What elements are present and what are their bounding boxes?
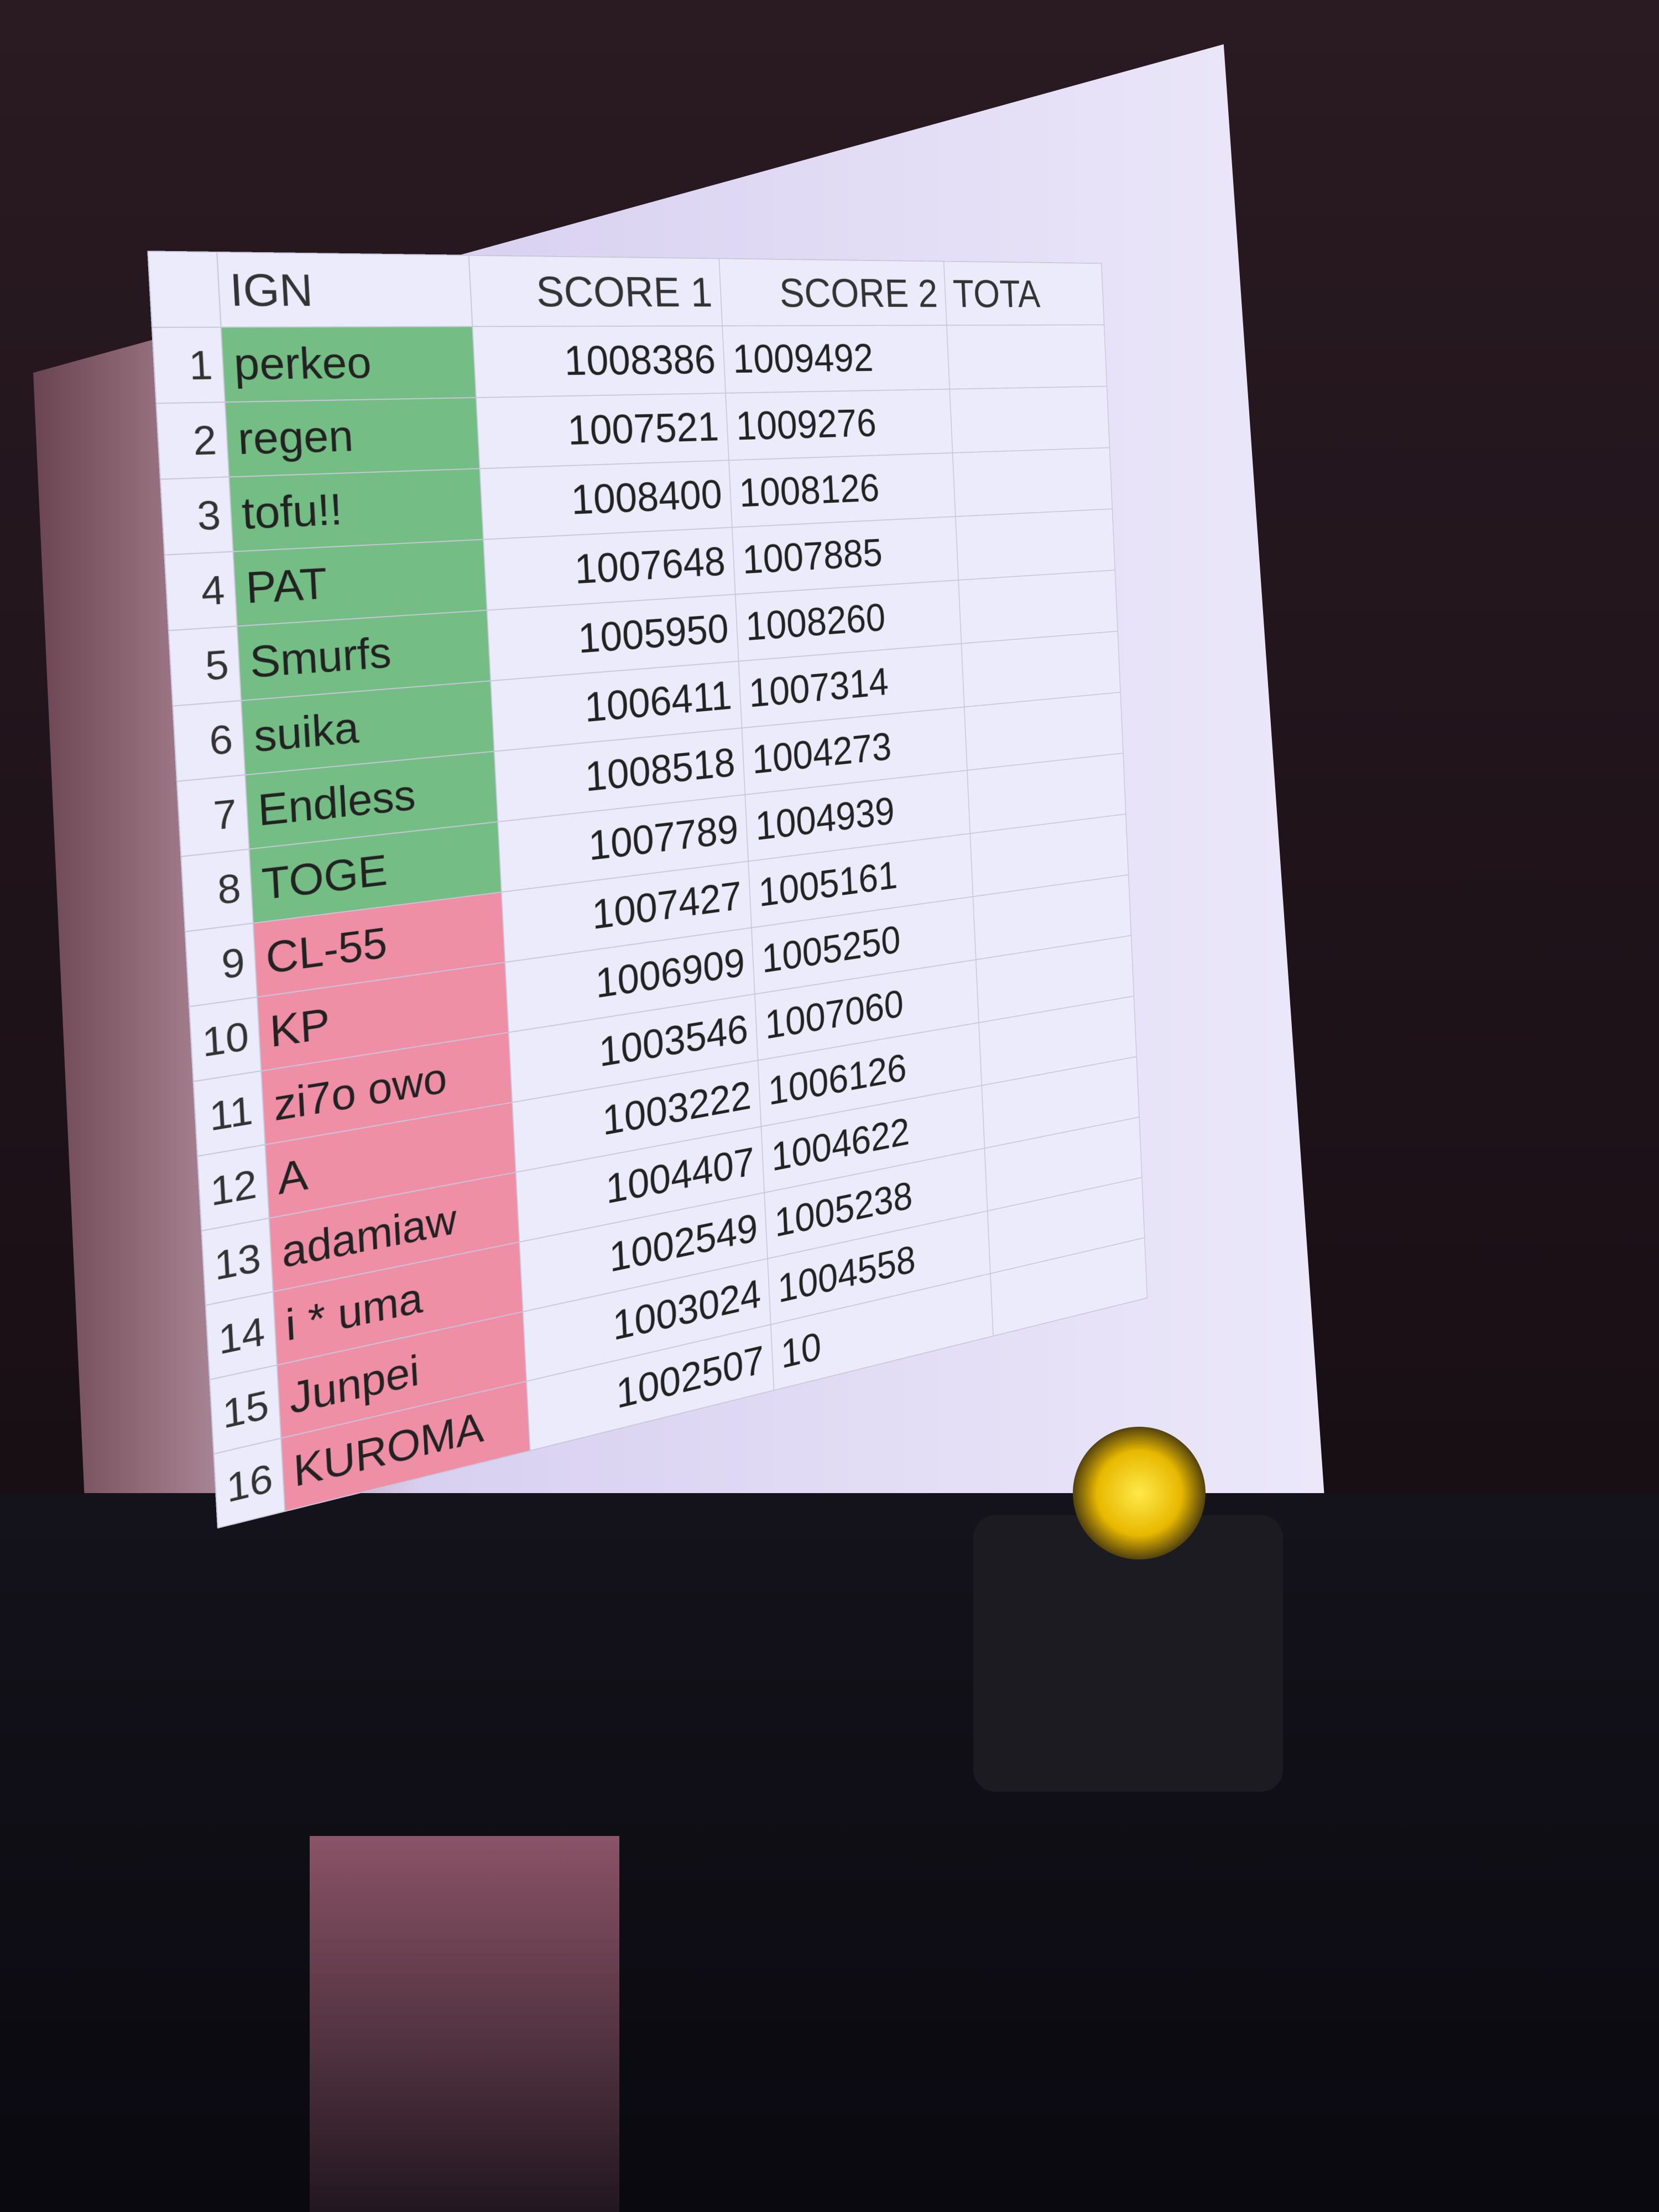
- rank-cell: 13: [201, 1218, 274, 1306]
- spreadsheet: IGN SCORE 1 SCORE 2 TOTA 1 perkeo 1008386 10094…: [147, 251, 1148, 1529]
- corner-cell: [148, 251, 221, 327]
- rank-cell: 8: [181, 849, 254, 932]
- ign-cell: tofu!!: [229, 468, 484, 552]
- total-cell: [952, 447, 1113, 517]
- total-cell: [947, 325, 1107, 389]
- stage-light: [973, 1427, 1283, 1814]
- spreadsheet-wrap: IGN SCORE 1 SCORE 2 TOTA 1 perkeo 1008386 10094…: [147, 251, 1302, 1534]
- header-cell: IGN: [217, 252, 473, 327]
- rank-cell: 16: [213, 1438, 285, 1528]
- light-lens: [1073, 1427, 1206, 1559]
- score-cell: 1007521: [476, 393, 729, 469]
- header-row: IGN SCORE 1 SCORE 2 TOTA: [148, 251, 1104, 327]
- score-cell: 1009492: [722, 325, 950, 393]
- rank-cell: 1: [152, 327, 226, 404]
- rank-cell: 4: [164, 551, 238, 631]
- score-cell: 1008386: [472, 326, 726, 398]
- score-cell: 1008400: [479, 460, 733, 540]
- rank-cell: 6: [173, 700, 246, 781]
- rank-cell: 7: [176, 775, 249, 857]
- header-cell: SCORE 2: [719, 258, 947, 326]
- total-cell: [950, 386, 1110, 453]
- floor-reflection: [310, 1836, 619, 2212]
- rank-cell: 11: [193, 1071, 265, 1156]
- rank-cell: 3: [160, 477, 233, 555]
- ign-cell: perkeo: [221, 326, 477, 403]
- rank-cell: 10: [189, 997, 262, 1082]
- ign-cell: regen: [225, 397, 480, 477]
- header-cell: TOTA: [943, 261, 1104, 326]
- header-cell: SCORE 1: [468, 255, 723, 327]
- light-body: [973, 1515, 1283, 1792]
- rank-cell: 12: [197, 1144, 269, 1231]
- rank-cell: 14: [205, 1291, 278, 1380]
- score-cell: 1008126: [729, 452, 956, 528]
- total-cell: [956, 509, 1115, 580]
- rank-cell: 5: [168, 626, 242, 706]
- rank-cell: 2: [156, 402, 229, 479]
- rank-cell: 9: [185, 923, 258, 1007]
- stage-floor: [0, 1493, 1659, 2212]
- score-cell: 1009276: [726, 389, 953, 461]
